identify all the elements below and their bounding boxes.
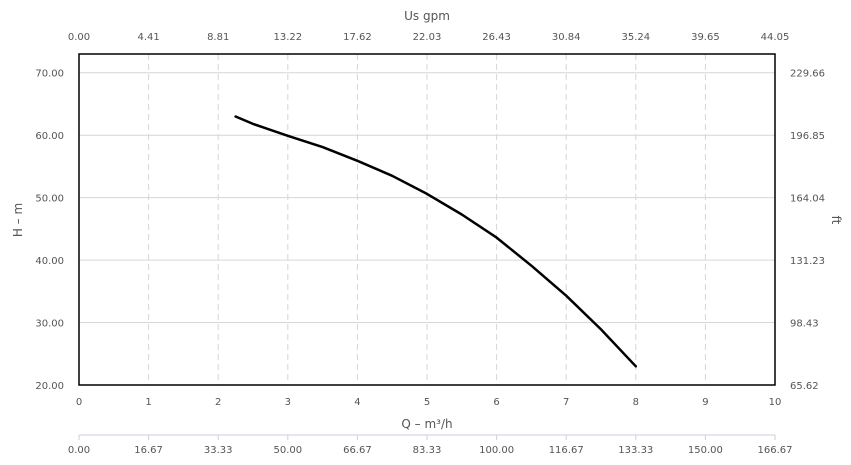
- right-axis-title: ft: [829, 216, 843, 225]
- top-tick-label: 30.84: [552, 32, 581, 43]
- top-tick-label: 8.81: [207, 32, 229, 43]
- extra-tick-label: 150.00: [688, 445, 723, 456]
- bottom-axis-title: Q – m³/h: [401, 417, 452, 431]
- y-tick-label: 50.00: [35, 194, 64, 205]
- right-tick-label: 98.43: [790, 319, 819, 330]
- x-tick-label: 8: [633, 397, 639, 408]
- top-tick-label: 26.43: [482, 32, 511, 43]
- extra-tick-label: 0.00: [68, 445, 90, 456]
- tick-labels: 0 0.00 0.00 1 4.41 16.67 2 8.81 33.33 3 13.22 50.00…: [35, 32, 825, 456]
- series-layer: [234, 115, 638, 368]
- extra-tick-label: 83.33: [413, 445, 442, 456]
- extra-tick-label: 16.67: [134, 445, 163, 456]
- extra-tick-label: 100.00: [479, 445, 514, 456]
- plot-area-frame: [78, 53, 776, 386]
- x-tick-label: 3: [285, 397, 291, 408]
- grid-lines: [79, 54, 775, 385]
- y-tick-label: 30.00: [35, 319, 64, 330]
- x-tick-label: 7: [563, 397, 569, 408]
- x-tick-label: 4: [354, 397, 360, 408]
- x-tick-label: 6: [493, 397, 499, 408]
- right-tick-label: 196.85: [790, 131, 825, 142]
- x-tick-label: 9: [702, 397, 708, 408]
- y-tick-label: 70.00: [35, 69, 64, 80]
- extra-tick-label: 33.33: [204, 445, 233, 456]
- x-tick-label: 1: [145, 397, 151, 408]
- top-tick-label: 4.41: [137, 32, 159, 43]
- top-tick-label: 17.62: [343, 32, 372, 43]
- x-tick-label: 0: [76, 397, 82, 408]
- top-tick-label: 22.03: [413, 32, 442, 43]
- y-tick-label: 20.00: [35, 381, 64, 392]
- top-tick-label: 0.00: [68, 32, 90, 43]
- extra-tick-label: 50.00: [273, 445, 302, 456]
- series-line: [234, 115, 638, 368]
- right-tick-label: 164.04: [790, 194, 825, 205]
- x-tick-label: 2: [215, 397, 221, 408]
- x-tick-label: 10: [769, 397, 782, 408]
- right-tick-label: 229.66: [790, 69, 825, 80]
- y-tick-label: 60.00: [35, 131, 64, 142]
- extra-tick-label: 116.67: [549, 445, 584, 456]
- extra-tick-label: 133.33: [618, 445, 653, 456]
- top-tick-label: 39.65: [691, 32, 720, 43]
- extra-tick-label: 66.67: [343, 445, 372, 456]
- extra-tick-label: 166.67: [758, 445, 793, 456]
- top-tick-label: 44.05: [761, 32, 790, 43]
- top-tick-label: 35.24: [621, 32, 650, 43]
- top-axis-title: Us gpm: [404, 9, 450, 23]
- right-tick-label: 131.23: [790, 256, 825, 267]
- y-tick-label: 40.00: [35, 256, 64, 267]
- x-tick-label: 5: [424, 397, 430, 408]
- right-tick-label: 65.62: [790, 381, 819, 392]
- left-axis-title: H – m: [11, 203, 25, 237]
- top-tick-label: 13.22: [273, 32, 302, 43]
